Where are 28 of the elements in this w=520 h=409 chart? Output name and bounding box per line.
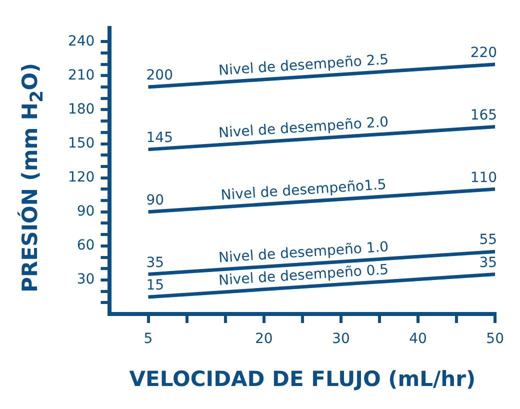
x-tick-label: 20	[254, 331, 273, 348]
data-label: 145	[146, 130, 173, 146]
data-label: 220	[470, 44, 498, 61]
data-label: 55	[479, 232, 498, 248]
series-label: Nivel de desempeño 0.5	[218, 262, 390, 289]
x-tick-label: 40	[409, 331, 427, 348]
y-tick-label: 60	[76, 238, 95, 254]
y-tick-label: 90	[76, 204, 95, 220]
x-tick-label: 5	[144, 331, 153, 348]
data-label: 15	[146, 278, 164, 294]
y-tick-label: 210	[68, 67, 95, 84]
x-tick-label: 50	[486, 331, 504, 348]
y-tick-label: 180	[68, 101, 95, 118]
series-label: Nivel de desempeño1.5	[220, 176, 387, 204]
y-tick-label: 120	[68, 169, 95, 186]
data-label: 35	[479, 254, 498, 271]
y-tick-label: 240	[68, 33, 95, 50]
x-tick-label: 30	[332, 331, 350, 348]
data-label: 90	[146, 192, 164, 208]
y-tick-label: 150	[68, 135, 95, 152]
data-label: 165	[470, 107, 498, 124]
data-label: 110	[470, 170, 498, 186]
data-label: 200	[146, 68, 173, 84]
series-label: Nivel de desempeño 2.5	[218, 52, 390, 80]
series-label: Nivel de desempeño 2.0	[218, 114, 390, 142]
y-tick-label: 30	[76, 272, 95, 288]
x-axis-title: VELOCIDAD DE FLUJO (mL/hr)	[129, 366, 476, 391]
data-label: 35	[146, 254, 164, 271]
